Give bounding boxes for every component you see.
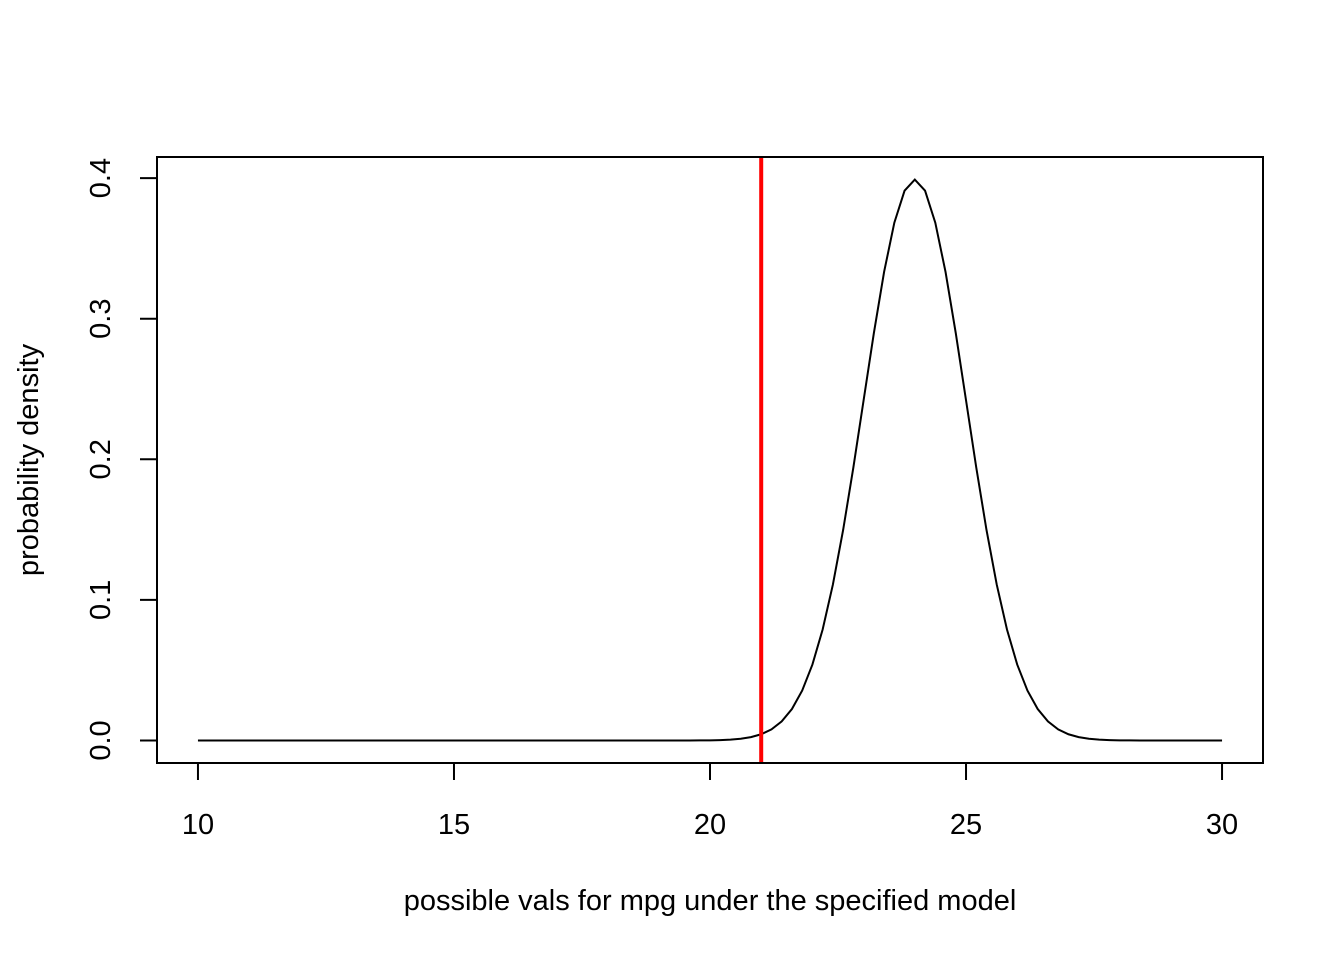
y-axis-title: probability density — [13, 343, 45, 576]
density-curve — [197, 178, 1223, 742]
y-axis: 0.0 0.1 0.2 0.3 0.4 — [85, 158, 158, 761]
x-tick-label: 10 — [182, 809, 214, 841]
x-tick-label: 25 — [950, 809, 982, 841]
x-tick-label: 30 — [1206, 809, 1238, 841]
x-tick-label: 20 — [694, 809, 726, 841]
y-tick-label: 0.4 — [85, 158, 117, 198]
y-tick-label: 0.2 — [85, 439, 117, 479]
x-tick-label: 15 — [438, 809, 470, 841]
y-tick-label: 0.0 — [85, 720, 117, 760]
y-tick-label: 0.1 — [85, 580, 117, 620]
x-axis: 10 15 20 25 30 — [182, 762, 1238, 841]
y-tick-label: 0.3 — [85, 299, 117, 339]
plot-frame — [156, 156, 1264, 764]
x-axis-title: possible vals for mpg under the specifie… — [404, 885, 1017, 917]
